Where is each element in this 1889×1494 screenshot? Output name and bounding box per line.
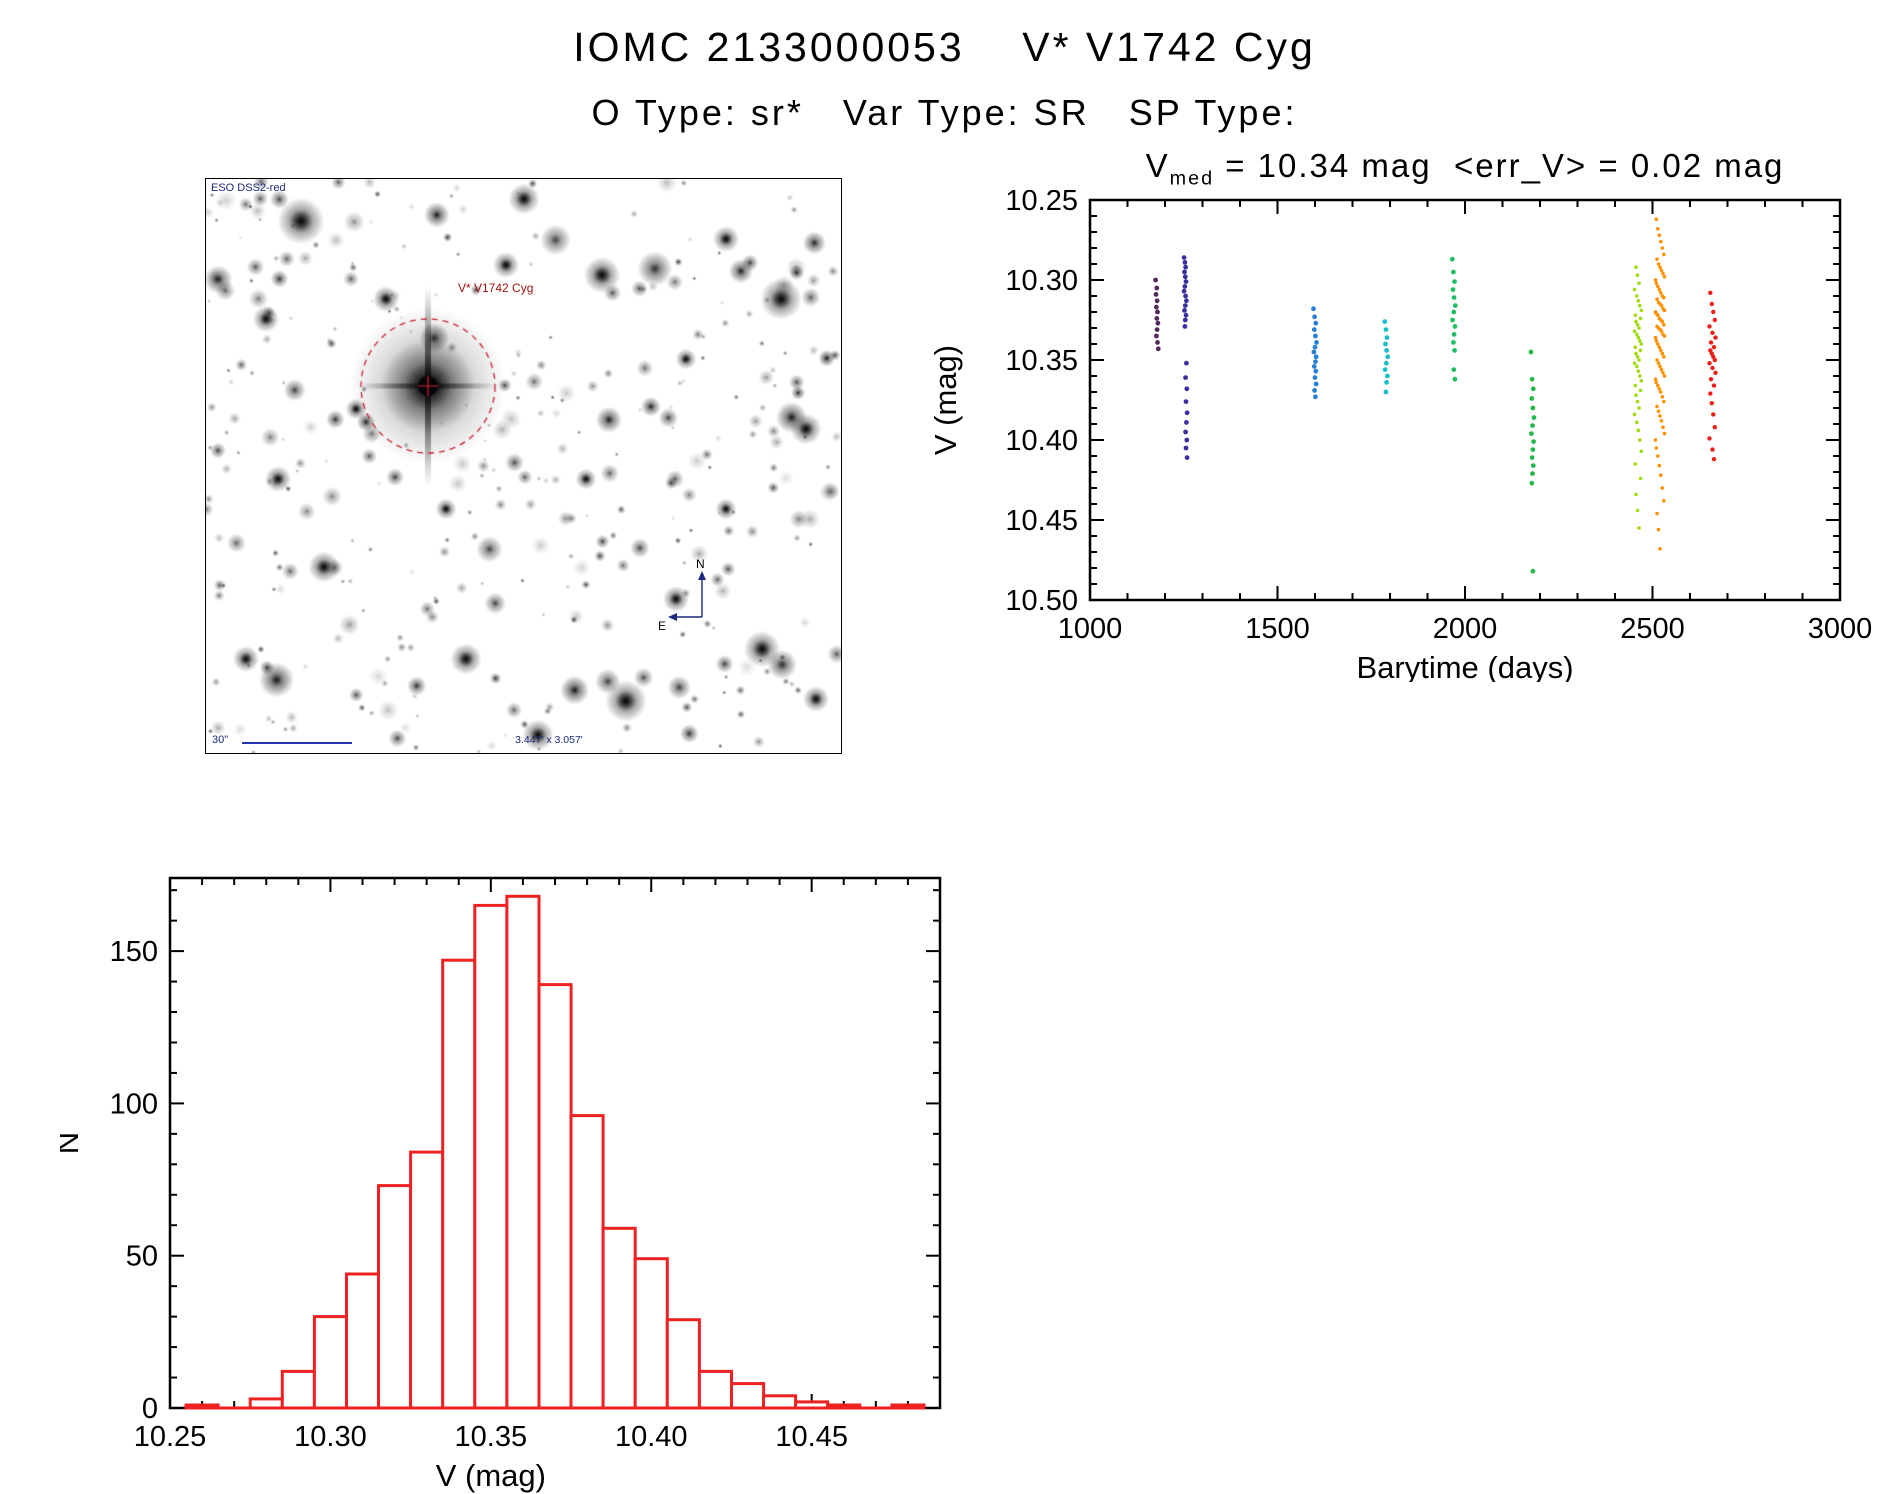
svg-text:10.25: 10.25 [134,1421,207,1453]
series-epoch-1 [1153,277,1161,352]
series-epoch-3 [1311,306,1319,400]
survey-label: ESO DSS2-red [211,182,286,194]
page-subtitle: O Type: sr* Var Type: SR SP Type: [591,92,1298,133]
svg-text:1000: 1000 [1058,613,1123,645]
compass-east-label: E [658,619,666,633]
svg-text:2000: 2000 [1433,613,1498,645]
compass-north-label: N [696,557,705,571]
scale-bar [242,742,352,744]
histogram-bars [184,894,926,1410]
series-epoch-5 [1449,256,1458,382]
north-arrowhead-icon [698,571,706,580]
series-epoch-6 [1528,349,1537,574]
finder-chart: ESO DSS2-red V* V1742 Cyg 30" 3.447' x 3… [205,178,842,754]
scale-label: 30" [212,734,229,746]
series-epoch-8 [1653,217,1667,551]
svg-text:10.25: 10.25 [1005,190,1078,217]
lightcurve-title-sub: med [1169,167,1215,190]
lightcurve-title: Vmed = 10.34 mag <err_V> = 0.02 mag [1040,147,1889,191]
svg-text:10.45: 10.45 [775,1421,848,1453]
lightcurve-ylabel: V (mag) [930,345,963,455]
svg-text:10.35: 10.35 [1005,345,1078,377]
east-arrowhead-icon [668,613,677,621]
svg-text:10.40: 10.40 [1005,425,1078,457]
lightcurve-axes [1088,198,1842,602]
histogram-xlabel: V (mag) [436,1458,546,1493]
svg-text:100: 100 [110,1088,158,1120]
lightcurve-xlabel: Barytime (days) [1356,650,1573,682]
series-epoch-4 [1382,319,1391,395]
svg-text:10.50: 10.50 [1005,585,1078,617]
lightcurve-tick-labels: 1000 1500 2000 2500 3000 10.25 10.30 10.35 10.40… [930,190,1872,682]
series-epoch-9 [1707,290,1718,462]
svg-text:150: 150 [110,936,158,968]
target-label: V* V1742 Cyg [458,281,534,295]
lightcurve-plot: 1000 1500 2000 2500 3000 10.25 10.30 10.35 10.40… [930,190,1872,682]
svg-text:10.40: 10.40 [615,1421,688,1453]
page-title: IOMC 2133000053 V* V1742 Cyg [573,24,1316,70]
series-epoch-2 [1181,255,1190,460]
series-epoch-7 [1632,265,1644,530]
lightcurve-title-v: V [1145,147,1170,184]
histogram-ylabel: N [60,1132,85,1154]
svg-text:1500: 1500 [1245,613,1310,645]
dss-sky-image [206,179,841,753]
compass: N E [658,557,706,633]
lightcurve-title-rest: = 10.34 mag <err_V> = 0.02 mag [1214,147,1785,184]
svg-text:2500: 2500 [1620,613,1685,645]
svg-text:3000: 3000 [1808,613,1873,645]
lightcurve-points [1153,217,1718,574]
svg-text:10.35: 10.35 [455,1421,528,1453]
svg-text:10.30: 10.30 [294,1421,367,1453]
histogram-plot: 10.25 10.30 10.35 10.40 10.45 0 50 100 150 V (mag… [60,876,942,1493]
svg-text:50: 50 [126,1241,158,1273]
fov-label: 3.447' x 3.057' [515,734,583,746]
svg-text:0: 0 [142,1393,158,1425]
histogram-tick-labels: 10.25 10.30 10.35 10.40 10.45 0 50 100 150 V (mag… [60,936,848,1493]
svg-text:10.45: 10.45 [1005,505,1078,537]
svg-text:10.30: 10.30 [1005,265,1078,297]
